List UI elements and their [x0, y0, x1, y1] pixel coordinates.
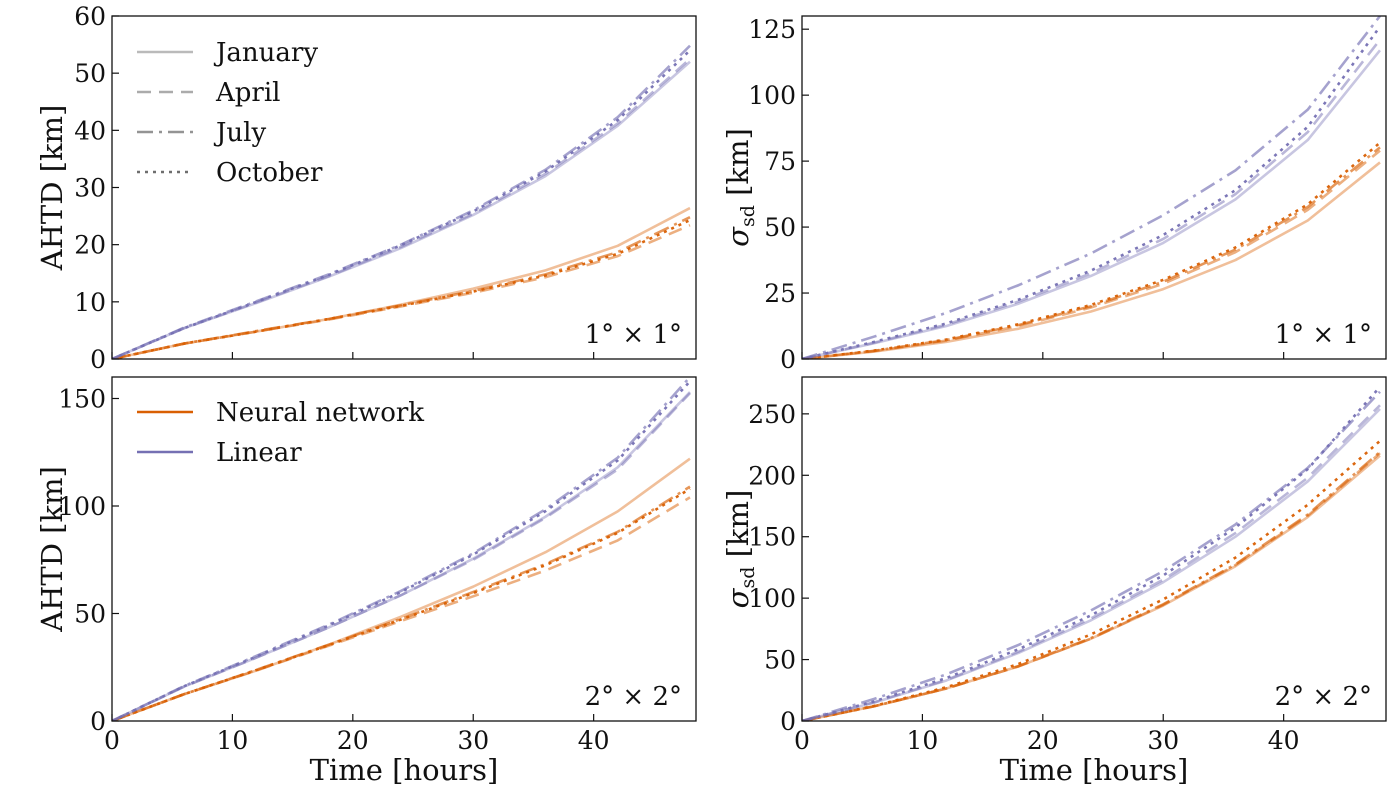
x-axis-label: Time [hours] — [310, 753, 499, 787]
x-tick-label: 10 — [907, 726, 939, 755]
series-line-neural-october — [802, 439, 1381, 721]
legend-models: Neural network Linear — [137, 398, 424, 468]
y-tick-label: 25 — [764, 279, 796, 308]
y-tick-label: 0 — [90, 345, 106, 374]
legend-label-april: April — [215, 78, 280, 108]
x-tick-label: 0 — [794, 726, 810, 755]
x-axis-label: Time [hours] — [1000, 753, 1189, 787]
y-tick-label: 50 — [74, 59, 106, 88]
series-line-neural-october — [112, 218, 691, 359]
y-tick-label: 0 — [780, 345, 796, 374]
y-tick-label: 20 — [74, 231, 106, 260]
y-tick-label: 60 — [74, 2, 106, 31]
x-tick-label: 30 — [457, 726, 489, 755]
series-line-linear-january — [802, 408, 1381, 721]
panel-bottom-right: 0 10 20 30 40 0 50 100 150 200 250 σsd [km] 2° × 2° T… — [721, 376, 1387, 787]
y-tick-label: 200 — [748, 461, 796, 490]
y-tick-label: 250 — [748, 400, 796, 429]
grid-resolution-label: 1° × 1° — [1275, 320, 1372, 350]
x-tick-label: 30 — [1147, 726, 1179, 755]
y-axis-label: σsd [km] — [721, 128, 759, 247]
x-tick-label: 40 — [578, 726, 610, 755]
x-tick-label: 40 — [1268, 726, 1300, 755]
series-group — [802, 385, 1381, 721]
grid-resolution-label: 1° × 1° — [585, 320, 682, 350]
series-line-linear-april — [112, 57, 691, 359]
axes-frame — [111, 15, 697, 360]
y-tick-label: 10 — [74, 288, 106, 317]
series-line-linear-july — [112, 377, 691, 721]
series-line-linear-july — [802, 16, 1382, 359]
y-tick-label: 100 — [748, 584, 796, 613]
legend-months: January April July October — [137, 38, 323, 188]
series-line-neural-october — [112, 487, 691, 721]
y-tick-label: 40 — [74, 116, 106, 145]
y-tick-label: 150 — [748, 523, 796, 552]
x-tick-label: 10 — [217, 726, 249, 755]
legend-label-neural-network: Neural network — [216, 398, 424, 428]
y-tick-label: 50 — [764, 646, 796, 675]
series-line-linear-july — [802, 390, 1381, 721]
series-group — [802, 16, 1382, 359]
y-tick-label: 75 — [764, 147, 796, 176]
x-tick-label: 0 — [104, 726, 120, 755]
y-tick-label: 100 — [58, 492, 106, 521]
legend-label-linear: Linear — [216, 438, 302, 468]
series-group — [112, 44, 691, 359]
y-axis-label: AHTD [km] — [35, 466, 69, 633]
panel-bottom-left: 0 10 20 30 40 0 50 100 150 AHTD [km] 2° × 2° Time [… — [35, 376, 697, 787]
series-line-linear-october — [802, 25, 1382, 359]
series-line-linear-october — [112, 49, 691, 359]
series-line-neural-october — [802, 141, 1381, 359]
series-line-linear-april — [112, 392, 691, 721]
panel-top-left: 0 10 20 30 40 50 60 AHTD [km] 1° × 1° — [35, 2, 697, 374]
series-line-neural-april — [112, 496, 691, 721]
y-tick-label: 125 — [748, 15, 796, 44]
legend-label-january: January — [213, 38, 318, 68]
y-tick-label: 150 — [58, 385, 106, 414]
grid-resolution-label: 2° × 2° — [1275, 682, 1372, 712]
series-line-linear-january — [112, 60, 691, 359]
series-line-linear-july — [112, 44, 691, 359]
y-tick-label: 50 — [764, 213, 796, 242]
panel-top-right: 0 25 50 75 100 125 σsd [km] 1° × 1° — [721, 15, 1387, 374]
y-tick-label: 30 — [74, 174, 106, 203]
x-tick-label: 20 — [1027, 726, 1059, 755]
y-axis-label: AHTD [km] — [35, 105, 69, 272]
y-tick-label: 0 — [90, 707, 106, 736]
y-tick-label: 100 — [748, 81, 796, 110]
axes-frame — [111, 376, 697, 722]
series-group — [112, 377, 691, 721]
x-tick-label: 20 — [337, 726, 369, 755]
series-line-linear-october — [112, 380, 691, 721]
series-line-neural-july — [112, 485, 691, 721]
series-line-linear-april — [802, 404, 1381, 721]
y-tick-label: 0 — [780, 707, 796, 736]
axes-frame — [801, 15, 1387, 360]
axes-frame — [801, 376, 1387, 722]
series-line-linear-october — [802, 385, 1381, 721]
legend-label-july: July — [213, 118, 266, 148]
y-axis-label: σsd [km] — [721, 490, 759, 609]
series-line-linear-january — [112, 391, 691, 721]
legend-label-october: October — [216, 158, 323, 188]
grid-resolution-label: 2° × 2° — [585, 682, 682, 712]
y-tick-label: 50 — [74, 600, 106, 629]
